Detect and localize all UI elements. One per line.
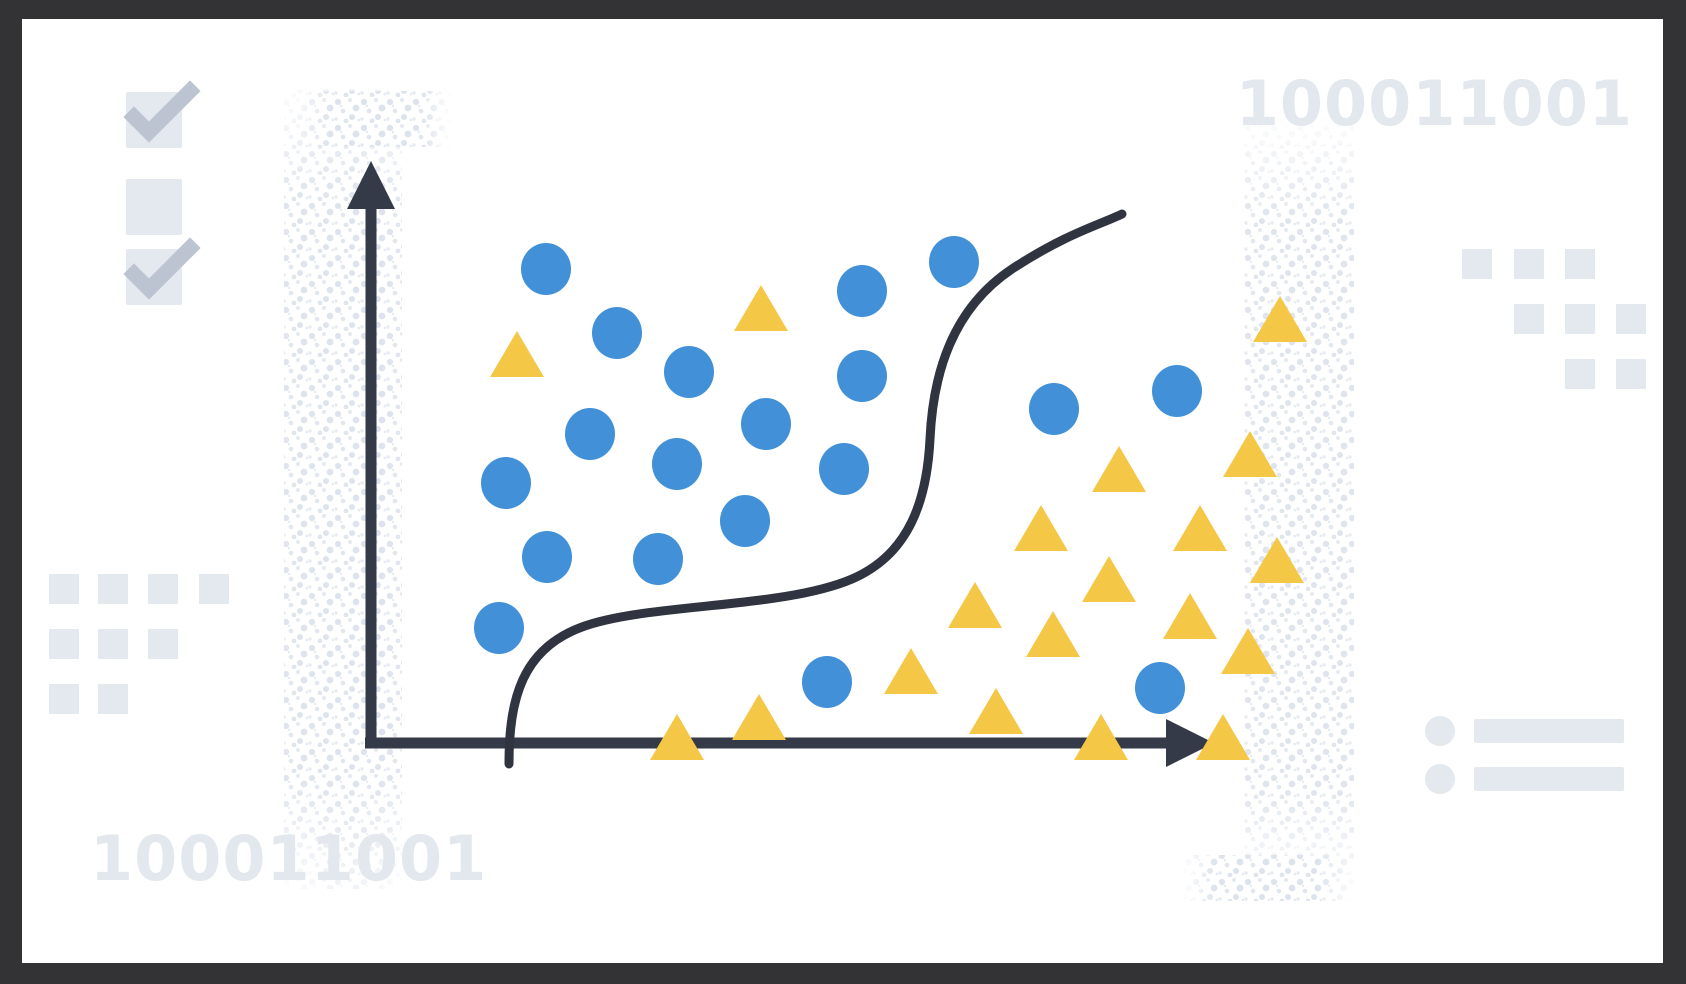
- data-point-triangle: [1223, 431, 1277, 477]
- data-point-triangle: [732, 694, 786, 740]
- data-point-circle: [633, 533, 683, 585]
- illustration-canvas: 100011001 100011001: [22, 19, 1663, 963]
- speckle-texture-right: [1244, 109, 1354, 899]
- checkbox-item-3[interactable]: [123, 237, 201, 305]
- speckle-texture-bottom: [1182, 855, 1352, 901]
- data-point-circle: [720, 495, 770, 547]
- data-point-triangle: [650, 714, 704, 760]
- data-point-circle: [652, 438, 702, 490]
- data-point-triangle: [1014, 505, 1068, 551]
- speckle-texture-left: [284, 89, 402, 889]
- data-point-triangle: [1250, 537, 1304, 583]
- data-point-circle: [1152, 365, 1202, 417]
- checkbox-item-1[interactable]: [123, 80, 201, 148]
- data-point-circle: [592, 307, 642, 359]
- data-point-triangle: [1221, 628, 1275, 674]
- data-point-circle: [664, 346, 714, 398]
- data-point-triangle: [1173, 505, 1227, 551]
- binary-text-top-right: 100011001: [1235, 67, 1633, 140]
- data-point-triangle: [1092, 446, 1146, 492]
- data-point-triangle: [969, 688, 1023, 734]
- checkbox-item-2[interactable]: [126, 179, 182, 235]
- data-point-circle: [802, 656, 852, 708]
- data-point-triangle: [490, 331, 544, 377]
- data-point-triangle: [734, 285, 788, 331]
- bullet-list-icon: [1425, 716, 1624, 794]
- data-point-triangle: [884, 648, 938, 694]
- data-point-triangle: [1196, 714, 1250, 760]
- data-point-circle: [837, 265, 887, 317]
- checkbox-list: [123, 80, 201, 305]
- data-point-triangle: [1253, 296, 1307, 342]
- speckle-texture-top: [302, 91, 452, 147]
- data-point-circle: [741, 398, 791, 450]
- data-point-circle: [481, 457, 531, 509]
- data-point-circle: [929, 236, 979, 288]
- data-point-circle: [819, 443, 869, 495]
- data-point-triangle: [1026, 611, 1080, 657]
- data-point-circle: [522, 531, 572, 583]
- series-class-b-points: [490, 285, 1307, 760]
- classification-illustration: [49, 80, 1646, 901]
- data-point-circle: [1135, 662, 1185, 714]
- decision-boundary-curve: [504, 209, 1127, 769]
- data-point-circle: [837, 350, 887, 402]
- data-point-triangle: [1163, 593, 1217, 639]
- data-point-circle: [1029, 383, 1079, 435]
- data-point-triangle: [948, 582, 1002, 628]
- square-grid-left: [49, 574, 229, 714]
- data-point-circle: [565, 408, 615, 460]
- square-grid-right: [1462, 249, 1646, 389]
- data-point-circle: [521, 243, 571, 295]
- data-point-triangle: [1074, 714, 1128, 760]
- data-point-triangle: [1082, 556, 1136, 602]
- series-class-a-points: [474, 236, 1202, 714]
- binary-text-bottom-left: 100011001: [90, 822, 488, 895]
- chart-axes: [347, 161, 1214, 767]
- data-point-circle: [474, 602, 524, 654]
